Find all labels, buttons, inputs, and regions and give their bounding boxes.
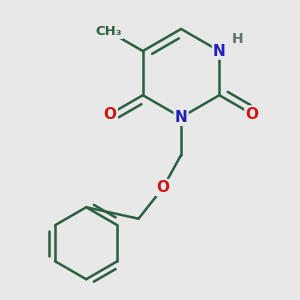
- Text: CH₃: CH₃: [96, 25, 122, 38]
- Text: O: O: [245, 106, 258, 122]
- Text: N: N: [213, 44, 226, 59]
- Text: O: O: [104, 106, 117, 122]
- Text: O: O: [157, 180, 169, 195]
- Text: H: H: [232, 32, 243, 46]
- Text: N: N: [175, 110, 188, 125]
